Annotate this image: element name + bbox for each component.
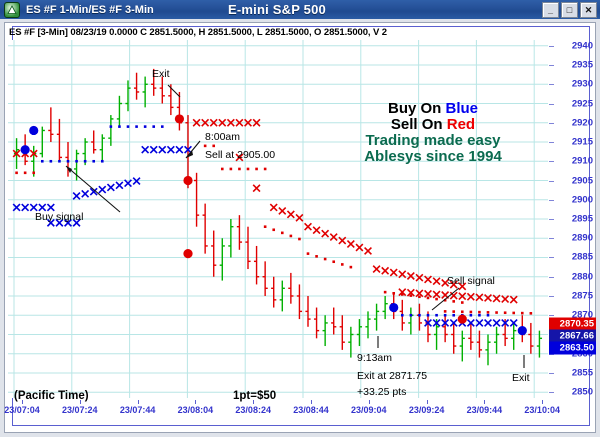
time-tick — [22, 400, 23, 404]
close-icon: ✕ — [584, 4, 593, 15]
promo-blue-word: Blue — [445, 100, 479, 117]
annotation-exit-right: Exit — [512, 372, 530, 384]
price-tick — [549, 219, 554, 220]
price-axis-label: 2895 — [571, 213, 593, 225]
time-axis-label: 23/07:24 — [62, 405, 98, 415]
timezone-label: (Pacific Time) — [14, 390, 89, 402]
promo-line-3: Trading made easy — [365, 132, 501, 149]
time-tick — [195, 400, 197, 404]
annotation-exit-time: 9:13am — [357, 352, 393, 364]
price-plot-area[interactable] — [8, 40, 548, 398]
annotation-sell-price: Sell at 2905.00 — [205, 149, 276, 161]
price-tick — [549, 315, 554, 317]
price-tick — [549, 142, 554, 143]
price-tick — [549, 45, 554, 47]
ablesys-logo-icon — [4, 1, 20, 18]
time-axis-label: 23/09:04 — [351, 405, 387, 415]
time-axis-label: 23/07:04 — [4, 405, 40, 415]
time-tick — [542, 400, 544, 404]
promo-buy-on: Buy On — [387, 100, 446, 117]
annotation-exit-left: Exit — [152, 68, 170, 80]
window-tab-title: ES #F 1-Min/ES #F 3-Min — [26, 3, 154, 16]
promo-line-1: Buy On Blue — [340, 101, 526, 117]
price-axis-label: 2930 — [571, 78, 593, 90]
promo-red-word: Red — [446, 116, 476, 133]
window-center-title: E-mini S&P 500 — [228, 2, 326, 17]
time-tick — [368, 400, 370, 404]
signal-markers-layer — [12, 114, 533, 336]
price-axis-label: 2855 — [571, 367, 593, 379]
price-axis-label: 2925 — [571, 98, 593, 110]
price-tick — [549, 65, 554, 67]
minimize-button[interactable]: _ — [542, 2, 559, 18]
promo-text-block: Buy On Blue Sell On Red Trading made eas… — [340, 101, 526, 165]
price-axis-label: 2910 — [571, 155, 593, 167]
price-tick — [549, 180, 554, 182]
close-button[interactable]: ✕ — [580, 2, 597, 18]
time-tick — [137, 400, 139, 404]
stop-price-blue[interactable]: 2863.50 — [549, 341, 596, 355]
price-tick — [549, 295, 554, 297]
time-tick — [79, 400, 81, 404]
price-tick — [549, 199, 554, 201]
price-axis-label: 2850 — [571, 386, 593, 398]
price-axis-label: 2920 — [571, 117, 593, 129]
time-axis: 23/07:04 23/07:24 23/07:44 23/08:04 23/08:24… — [4, 400, 560, 420]
time-tick — [311, 400, 312, 404]
point-value-label: 1pt=$50 — [233, 390, 277, 402]
price-tick — [549, 372, 554, 374]
price-axis[interactable]: 2940 2935 2930 2925 2920 2915 2910 2905 2900 2895… — [549, 24, 596, 402]
time-axis-label: 23/07:44 — [119, 405, 156, 415]
price-axis-label: 2900 — [571, 194, 593, 206]
price-tick — [549, 84, 554, 86]
promo-line-2: Sell On Red — [340, 117, 526, 133]
chart-gridlines — [8, 40, 548, 398]
price-tick — [549, 257, 554, 259]
price-axis-label: 2885 — [571, 251, 593, 263]
price-tick — [549, 392, 554, 394]
quote-data-header: ES #F [3-Min] 08/23/19 0.0000 C 2851.500… — [9, 27, 387, 38]
annotation-exit-points: +33.25 pts — [357, 386, 407, 398]
price-axis-label: 2880 — [571, 271, 593, 283]
price-axis-label: 2875 — [571, 290, 593, 302]
time-axis-label: 23/08:24 — [235, 405, 271, 415]
price-axis-label: 2935 — [571, 59, 593, 71]
price-axis-label: 2940 — [571, 40, 593, 52]
time-tick — [253, 400, 255, 404]
time-axis-label: 23/09:44 — [466, 405, 503, 415]
promo-line-4: Ablesys since 1994 — [364, 148, 502, 165]
time-axis-label: 23/08:04 — [177, 405, 214, 415]
price-tick — [549, 103, 554, 105]
price-tick — [549, 238, 554, 240]
price-tick — [549, 122, 554, 124]
promo-sell-on: Sell On — [390, 116, 447, 133]
minimize-icon: _ — [547, 4, 553, 15]
time-axis-label: 23/08:44 — [293, 405, 329, 415]
last-price-red[interactable]: 2870.35 — [549, 317, 596, 331]
time-axis-label: 23/10:04 — [524, 405, 560, 415]
annotation-sell-signal: Sell signal — [447, 275, 495, 287]
price-axis-label: 2870 — [571, 309, 593, 321]
price-tick — [549, 161, 554, 163]
maximize-icon: □ — [566, 4, 573, 15]
mid-price-dark[interactable]: 2867.66 — [549, 329, 596, 343]
price-axis-label: 2915 — [571, 136, 593, 148]
maximize-button[interactable]: □ — [561, 2, 578, 18]
window-title-bar: ES #F 1-Min/ES #F 3-Min E-mini S&P 500 _… — [0, 0, 600, 19]
price-tick — [549, 276, 554, 278]
time-tick — [484, 400, 486, 404]
price-axis-label: 2890 — [571, 232, 593, 244]
annotation-buy-signal: Buy signal — [35, 211, 84, 223]
time-axis-label: 23/09:24 — [408, 405, 445, 415]
price-axis-label: 2905 — [571, 175, 593, 186]
annotation-exit-price: Exit at 2871.75 — [357, 370, 428, 382]
window-controls: _ □ ✕ — [542, 2, 597, 18]
time-tick — [426, 400, 428, 404]
annotation-sell-time: 8:00am — [205, 131, 241, 143]
